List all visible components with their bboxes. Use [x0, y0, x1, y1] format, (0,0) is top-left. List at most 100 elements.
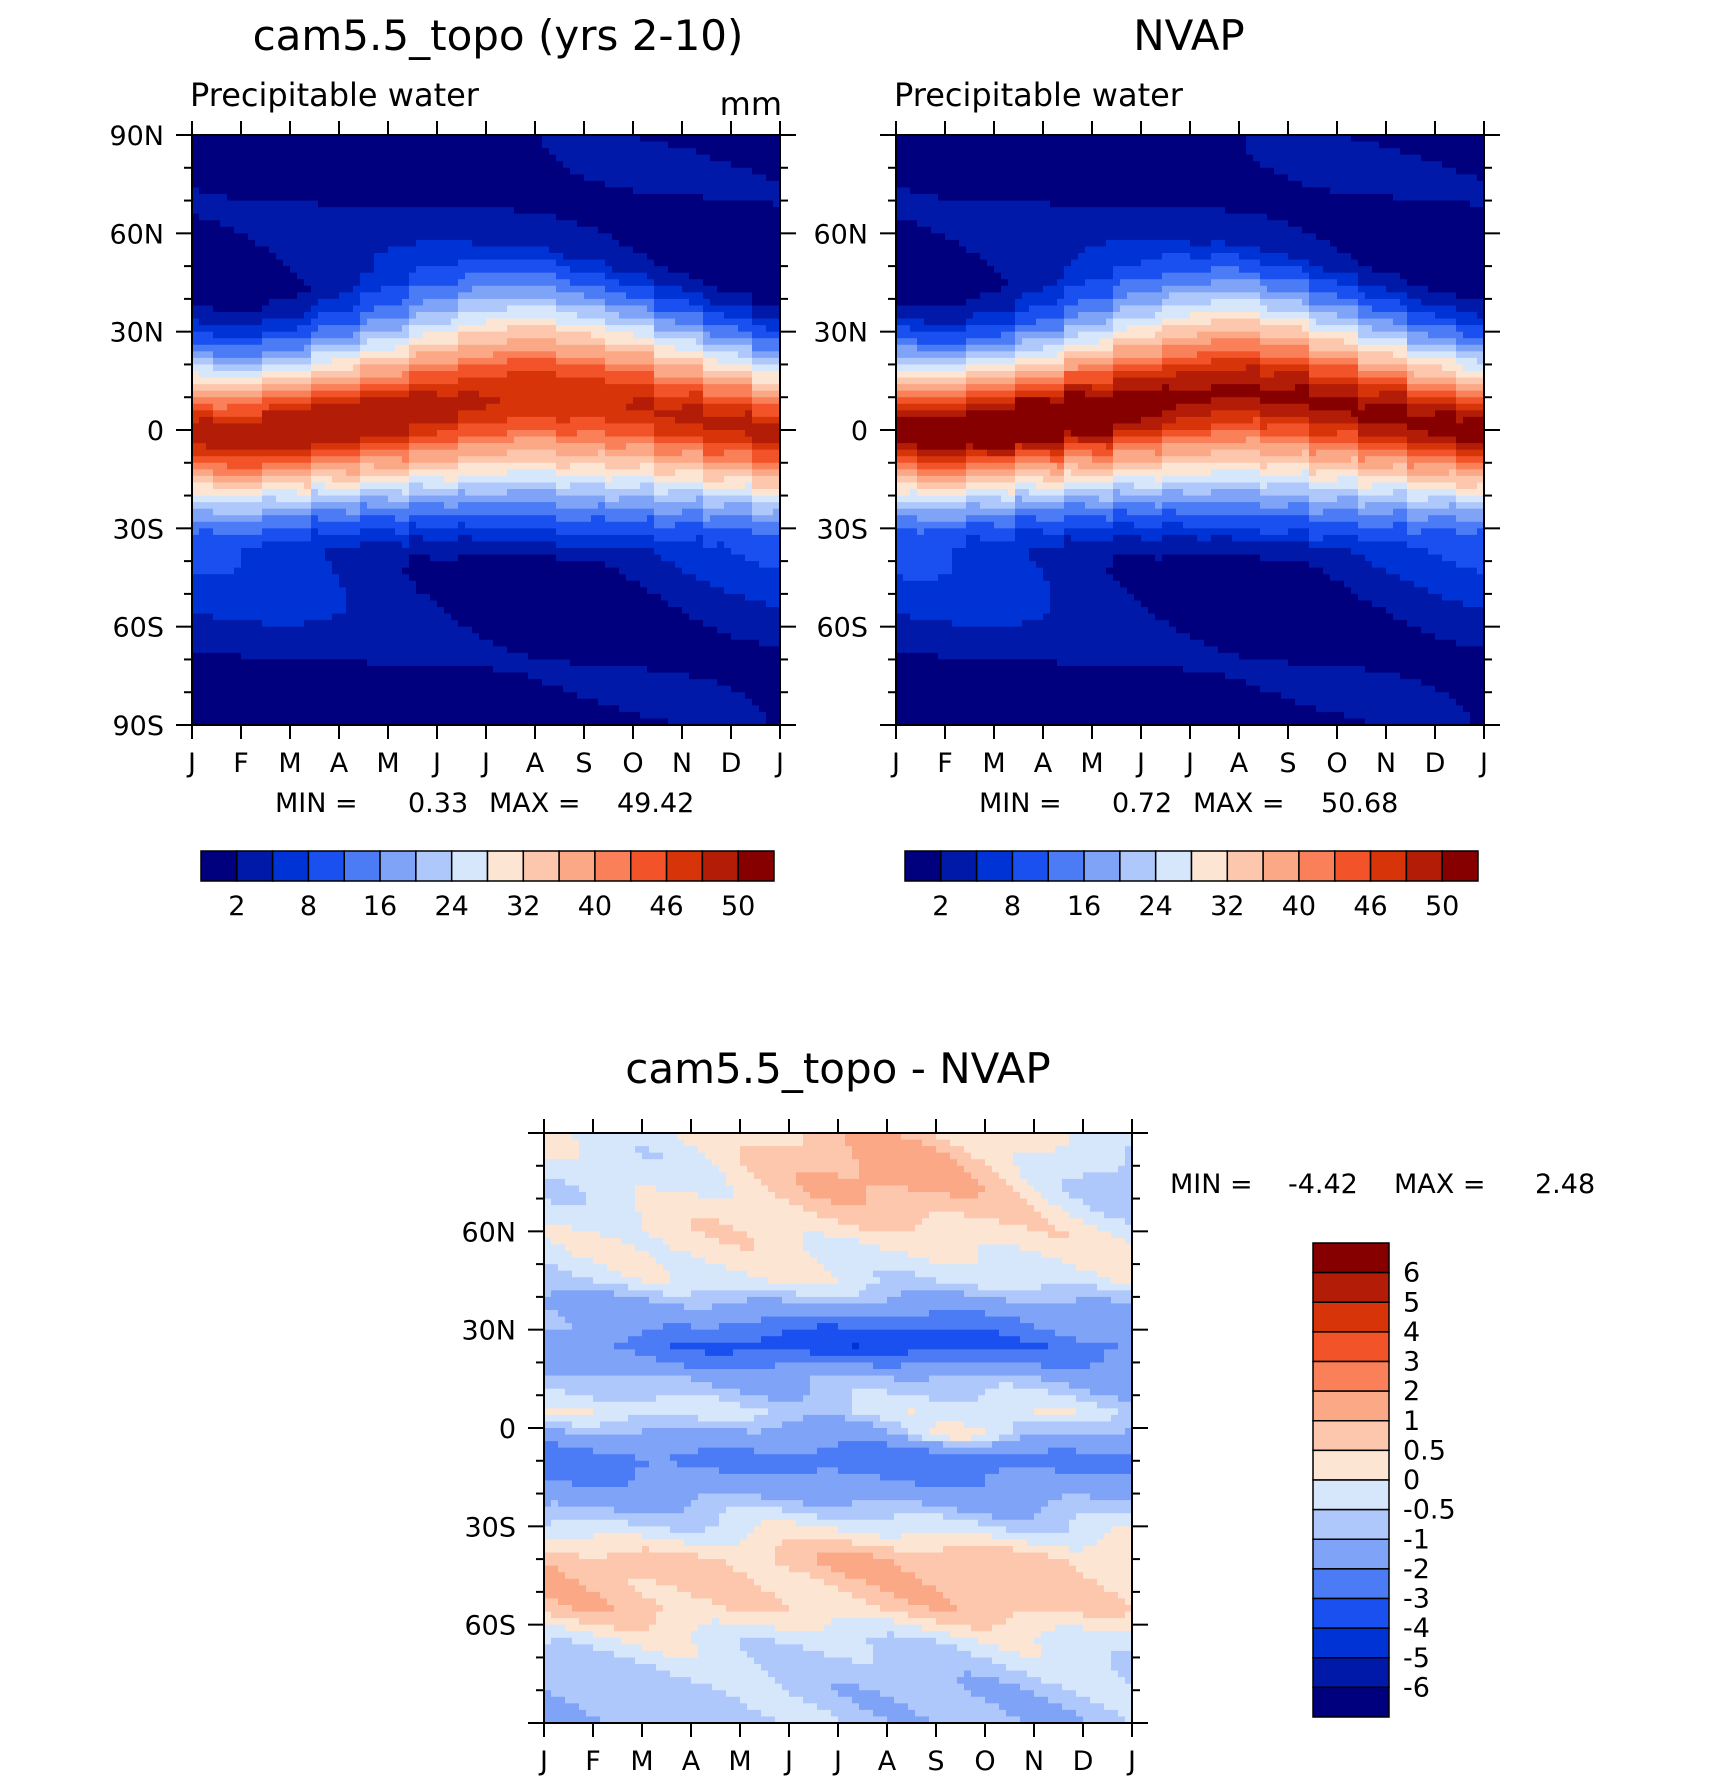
panel1-cell: [241, 620, 249, 627]
panel1-cell: [227, 581, 235, 588]
panel1-cell: [444, 319, 452, 326]
panel1-cell: [528, 712, 536, 719]
panel1-cell: [192, 187, 200, 194]
panel1-cell: [479, 528, 487, 535]
panel1-cell: [437, 292, 445, 299]
panel1-cell: [437, 489, 445, 496]
panel1-cell: [248, 338, 256, 345]
panel1-cell: [437, 607, 445, 614]
panel1-cell: [346, 325, 354, 332]
panel1-cell: [563, 286, 571, 293]
panel1-cell: [556, 692, 564, 699]
panel1-cell: [199, 496, 207, 503]
panel1-cell: [535, 417, 543, 424]
panel1-cell: [297, 253, 305, 260]
panel1-cell: [388, 568, 396, 575]
panel1-cell: [514, 581, 522, 588]
panel1-cell: [332, 568, 340, 575]
panel1-cell: [535, 227, 543, 234]
panel1-cell: [395, 574, 403, 581]
panel1-cell: [437, 600, 445, 607]
panel1-cell: [465, 482, 473, 489]
panel1-cell: [192, 214, 200, 221]
panel1-cell: [507, 666, 515, 673]
panel1-cell: [381, 148, 389, 155]
panel1-cell: [318, 410, 326, 417]
panel1-cell: [367, 469, 375, 476]
panel1-cell: [311, 614, 319, 621]
panel1-cell: [192, 640, 200, 647]
panel1-cell: [472, 404, 480, 411]
panel1-cell: [283, 187, 291, 194]
panel1-cell: [192, 627, 200, 634]
panel1-cell: [395, 220, 403, 227]
panel1-cell: [199, 391, 207, 398]
panel1-cell: [507, 515, 515, 522]
panel1-cell: [199, 568, 207, 575]
panel1-cell: [339, 712, 347, 719]
panel1-cell: [402, 640, 410, 647]
panel1-cell: [472, 325, 480, 332]
panel1-cell: [549, 450, 557, 457]
panel1-cell: [556, 561, 564, 568]
panel1-cell: [367, 371, 375, 378]
panel1-cell: [514, 456, 522, 463]
panel1-cell: [283, 174, 291, 181]
panel1-cell: [213, 666, 221, 673]
panel1-cell: [402, 463, 410, 470]
panel1-cell: [556, 659, 564, 666]
panel1-cell: [332, 712, 340, 719]
panel1-cell: [465, 410, 473, 417]
panel1-cell: [269, 568, 277, 575]
panel1-cell: [234, 502, 242, 509]
panel1-cell: [388, 528, 396, 535]
panel1-cell: [360, 404, 368, 411]
panel1-cell: [395, 286, 403, 293]
panel1-cell: [262, 253, 270, 260]
panel1-cell: [430, 378, 438, 385]
panel1-cell: [521, 410, 529, 417]
panel1-cell: [290, 633, 298, 640]
panel1-cell: [430, 463, 438, 470]
panel1-cell: [325, 345, 333, 352]
panel1-cell: [458, 305, 466, 312]
panel1-cell: [549, 541, 557, 548]
panel1-cell: [262, 633, 270, 640]
panel1-cell: [276, 135, 284, 142]
panel1-cell: [458, 351, 466, 358]
panel1-cell: [290, 535, 298, 542]
panel1-cell: [234, 371, 242, 378]
panel1-cell: [535, 607, 543, 614]
panel1-cell: [388, 659, 396, 666]
panel1-cell: [486, 522, 494, 529]
panel1-cell: [248, 574, 256, 581]
panel1-cell: [472, 299, 480, 306]
panel1-cell: [570, 614, 578, 621]
panel1-cell: [234, 581, 242, 588]
panel1-cell: [479, 325, 487, 332]
panel1-cell: [367, 600, 375, 607]
panel1-cell: [332, 286, 340, 293]
panel1-cell: [500, 673, 508, 680]
panel1-cell: [255, 456, 263, 463]
panel1-cell: [472, 397, 480, 404]
panel1-cell: [367, 633, 375, 640]
panel1-cell: [304, 686, 312, 693]
panel1-cell: [297, 292, 305, 299]
panel1-cell: [430, 686, 438, 693]
panel1-cell: [269, 325, 277, 332]
panel1-cell: [395, 666, 403, 673]
panel1-cell: [577, 332, 585, 339]
panel1-cell: [500, 135, 508, 142]
panel1-cell: [402, 653, 410, 660]
panel1-cell: [283, 142, 291, 149]
panel1-cell: [458, 260, 466, 267]
panel1-cell: [227, 528, 235, 535]
panel1-cell: [304, 699, 312, 706]
panel1-cell: [521, 423, 529, 430]
panel1-cell: [353, 371, 361, 378]
panel1-cell: [409, 240, 417, 247]
panel1-cell: [213, 345, 221, 352]
panel1-cell: [262, 699, 270, 706]
panel1-cell: [430, 430, 438, 437]
